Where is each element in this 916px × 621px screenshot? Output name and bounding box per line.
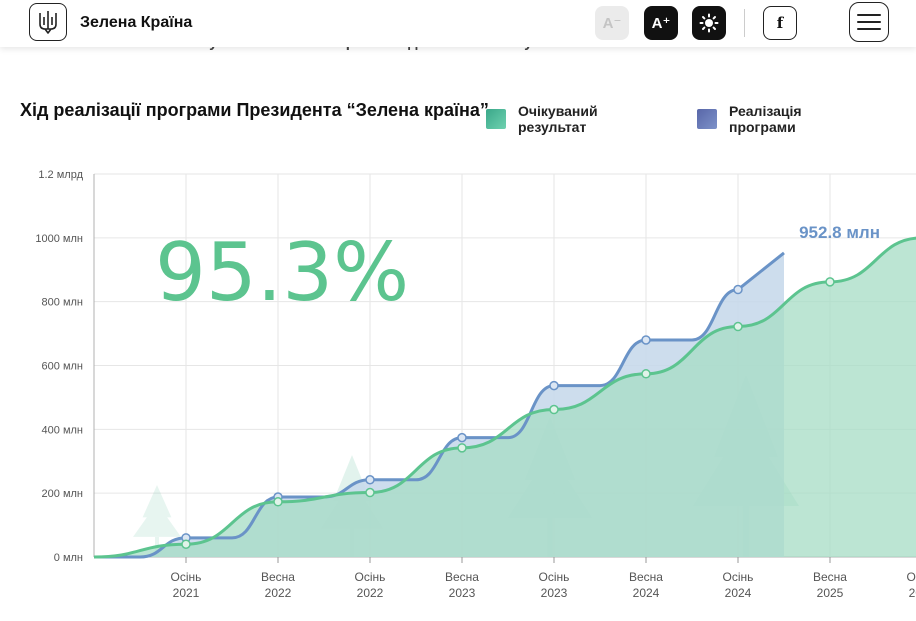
y-tick-label: 400 млн [42, 424, 83, 436]
x-tick-year: 2021 [173, 586, 200, 600]
x-tick-year: 2024 [633, 586, 660, 600]
facebook-icon: f [776, 14, 784, 32]
x-tick-year: 2023 [541, 586, 568, 600]
x-tick-season: Весна [445, 570, 479, 584]
x-tick-year: 2022 [265, 586, 292, 600]
x-tick-label: Осінь 2023 [539, 570, 570, 600]
chart-points [181, 277, 835, 549]
x-tick-season: Осінь [171, 570, 202, 584]
y-tick-label: 0 млн [54, 552, 83, 564]
font-decrease-button[interactable]: A⁻ [595, 6, 629, 40]
y-tick-label: 600 млн [42, 361, 83, 373]
legend-item-actual: Реалізація програми [697, 103, 829, 135]
actual-point [549, 380, 559, 391]
y-tick-label: 1.2 млрд [38, 169, 83, 181]
expected-point [365, 487, 375, 498]
big-percent-value: 95.3% [155, 226, 409, 319]
tree-crown-top [142, 485, 172, 518]
tree-crown-bottom [133, 503, 181, 537]
x-tick-year: 2025 [909, 586, 916, 600]
x-tick-label: Осінь 2021 [171, 570, 202, 600]
expected-point [733, 321, 743, 332]
x-tick-season: Осінь [723, 570, 754, 584]
site-name[interactable]: Зелена Країна [80, 14, 193, 31]
x-tick-label: Весна 2022 [261, 570, 295, 600]
legend-item-expected: Очікуваний результат [486, 103, 628, 135]
legend-label-expected: Очікуваний результат [518, 103, 598, 135]
legend-label-actual: Реалізація програми [729, 103, 802, 135]
site-header: Зелена Країна A⁻ A⁺ f [0, 0, 916, 47]
y-tick-label: 1000 млн [35, 233, 83, 245]
x-tick-season: Весна [813, 570, 847, 584]
x-tick-label: Осінь 2022 [355, 570, 386, 600]
header-divider [744, 9, 745, 37]
x-tick-label: Осінь 2024 [723, 570, 754, 600]
expected-point [825, 277, 835, 287]
x-tick-year: 2024 [725, 586, 752, 600]
actual-point [641, 335, 651, 345]
expected-point [457, 443, 467, 453]
expected-point [641, 369, 651, 379]
actual-point [733, 284, 743, 295]
expected-point [181, 539, 191, 549]
x-tick-season: Весна [261, 570, 295, 584]
x-tick-year: 2025 [817, 586, 844, 600]
chart-title: Хід реалізації програми Президента “Зеле… [20, 100, 489, 120]
sun-icon [699, 13, 719, 33]
x-tick-label: Весна 2024 [629, 570, 663, 600]
expected-line [93, 236, 916, 559]
x-tick-season: Осінь [539, 570, 570, 584]
legend-swatch-expected [486, 109, 506, 129]
last-value-label: 952.8 млн [799, 223, 880, 242]
x-tick-label: Осінь 2025 [907, 570, 916, 600]
x-tick-season: Весна [629, 570, 663, 584]
theme-toggle-button[interactable] [692, 6, 726, 40]
font-increase-button[interactable]: A⁺ [644, 6, 678, 40]
expected-point [549, 404, 559, 415]
x-tick-season: Осінь [907, 570, 916, 584]
chart-labels: 0 млн 200 млн 400 млн 600 млн 800 млн 1000 мл… [35, 169, 916, 600]
y-tick-label: 800 млн [42, 297, 83, 309]
actual-point [457, 432, 467, 443]
x-tick-label: Весна 2025 [813, 570, 847, 600]
legend-swatch-actual [697, 109, 717, 129]
facebook-button[interactable]: f [763, 6, 797, 40]
actual-point [365, 475, 375, 485]
chart-areas [94, 238, 916, 557]
trident-icon [39, 11, 57, 34]
menu-button[interactable] [849, 2, 889, 42]
x-tick-season: Осінь [355, 570, 386, 584]
expected-point [273, 497, 283, 507]
x-tick-year: 2022 [357, 586, 384, 600]
site-logo[interactable] [29, 3, 67, 41]
x-tick-label: Весна 2023 [445, 570, 479, 600]
expected-area [94, 238, 916, 557]
y-tick-label: 200 млн [42, 488, 83, 500]
hamburger-menu-icon [857, 14, 881, 30]
x-tick-year: 2023 [449, 586, 476, 600]
